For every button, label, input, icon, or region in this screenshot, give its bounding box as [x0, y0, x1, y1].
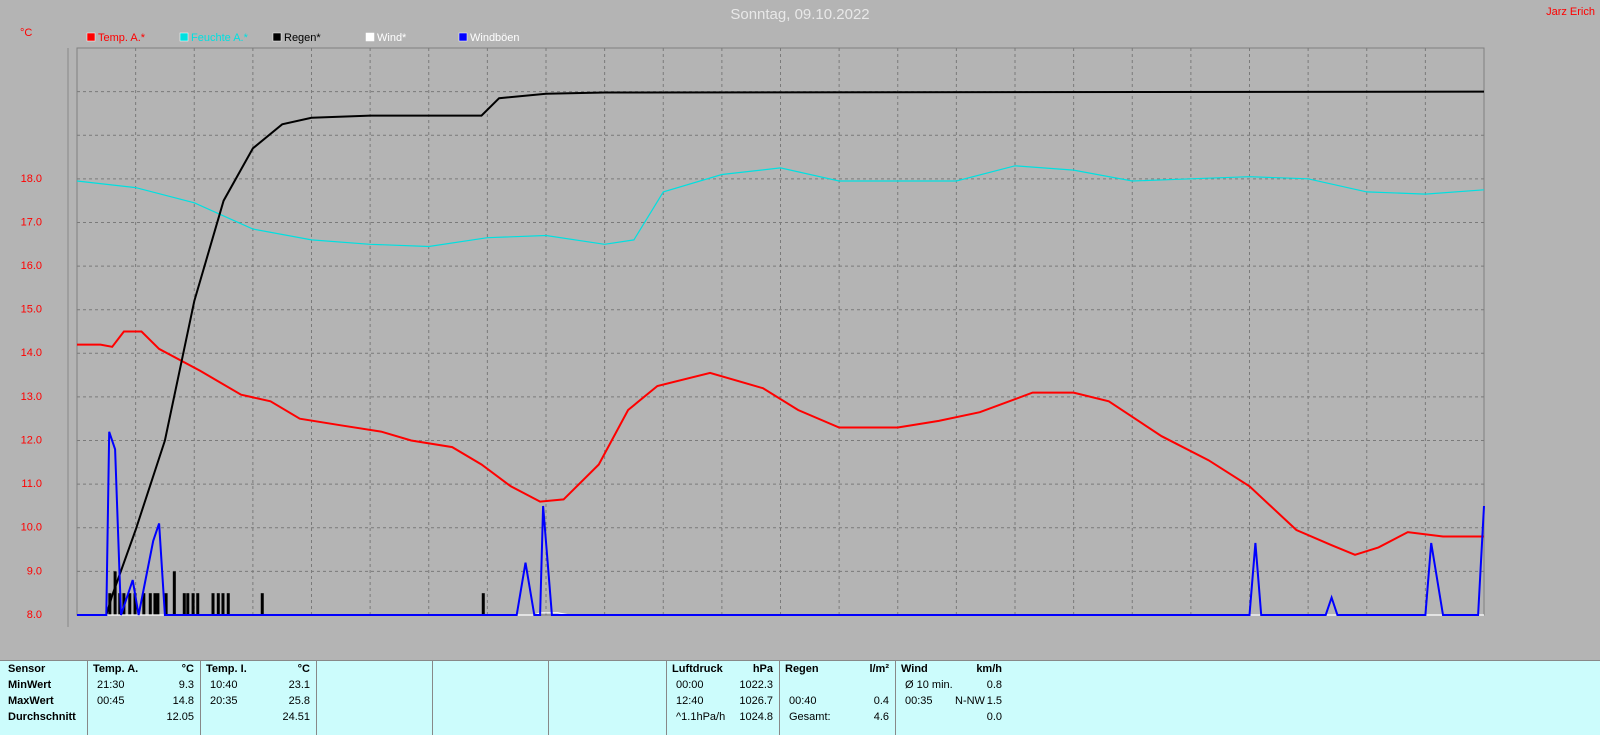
rain-bar	[164, 593, 168, 615]
group-title: Luftdruck	[672, 663, 723, 675]
y-tick-label: 17.0	[21, 216, 42, 228]
cell-value: 1026.7	[739, 695, 773, 707]
cell-time: Ø 10 min.	[905, 679, 953, 691]
group-unit: l/m²	[869, 663, 889, 675]
cell-value: 14.8	[172, 695, 194, 707]
cell-time: 21:30	[97, 679, 125, 691]
cell-value: 12.05	[166, 711, 194, 723]
y-tick-label: 13.0	[21, 391, 42, 403]
rain-bar	[153, 593, 157, 615]
divider	[779, 661, 780, 735]
cell-time: 00:40	[789, 695, 817, 707]
chart: Sonntag, 09.10.2022 Jarz Erich °C 8.0 9.0…	[20, 6, 1595, 627]
rain-bar	[211, 593, 215, 615]
y-tick-label: 16.0	[21, 260, 42, 272]
divider	[432, 661, 433, 735]
y-unit: °C	[20, 27, 32, 39]
group-unit: km/h	[976, 663, 1002, 675]
rain-bar	[196, 593, 200, 615]
y-tick-label: 12.0	[21, 434, 42, 446]
cell-value: 1.5	[986, 695, 1002, 707]
cell-value: 24.51	[282, 711, 310, 723]
rain-bar	[216, 593, 220, 615]
series-line	[76, 165, 1485, 248]
series-line	[77, 90, 1485, 616]
stats-table: Sensor MinWert MaxWert Durchschnitt Temp. A.…	[0, 660, 1600, 735]
cell-time: 10:40	[210, 679, 238, 691]
rain-bar	[172, 571, 176, 615]
author: Jarz Erich	[1546, 6, 1595, 18]
y-tick-label: 9.0	[27, 565, 42, 577]
rain-bar	[156, 593, 160, 615]
cell-time: 00:35	[905, 695, 933, 707]
divider	[895, 661, 896, 735]
legend-swatch	[365, 32, 375, 42]
rain-bar	[113, 571, 117, 615]
chart-title: Sonntag, 09.10.2022	[730, 6, 869, 23]
legend-label: Temp. A.*	[98, 32, 146, 44]
cell-value: 0.8	[986, 679, 1002, 691]
rain-bar	[148, 593, 152, 615]
rain-bar	[191, 593, 195, 615]
series-line	[77, 330, 1484, 556]
y-tick-label: 18.0	[21, 173, 42, 185]
y-tick-label: 11.0	[21, 478, 42, 490]
y-tick-label: 15.0	[21, 304, 42, 316]
y-tick-label: 10.0	[21, 522, 42, 534]
cell-direction: N-NW	[955, 695, 985, 707]
group-title: Temp. A.	[93, 663, 139, 675]
cell-time: 12:40	[676, 695, 704, 707]
legend-label: Wind*	[377, 32, 407, 44]
y-tick-label: 14.0	[21, 347, 42, 359]
y-tick-label: 8.0	[27, 609, 42, 621]
divider	[87, 661, 88, 735]
cell-value: 0.4	[873, 695, 889, 707]
series-line	[77, 431, 1485, 616]
legend-swatch	[179, 32, 189, 42]
rain-bar	[182, 593, 186, 615]
cell-value: 4.6	[873, 711, 889, 723]
row-label: Sensor	[8, 663, 46, 675]
legend-label: Windböen	[470, 32, 520, 44]
cell-time: 00:00	[676, 679, 704, 691]
rain-bar	[226, 593, 230, 615]
rain-bar	[186, 593, 190, 615]
group-title: Regen	[785, 663, 819, 675]
cell-time: 00:45	[97, 695, 125, 707]
cell-value: 1022.3	[739, 679, 773, 691]
divider	[316, 661, 317, 735]
group-title: Temp. I.	[206, 663, 247, 675]
rain-bar	[128, 593, 132, 615]
divider	[666, 661, 667, 735]
cell-time: 20:35	[210, 695, 238, 707]
row-label: MinWert	[8, 679, 52, 691]
rain-bar	[481, 593, 485, 615]
divider	[548, 661, 549, 735]
cell-value: 23.1	[288, 679, 310, 691]
group-title: Wind	[901, 663, 928, 675]
group-unit: °C	[297, 663, 310, 675]
row-label: MaxWert	[8, 695, 54, 707]
cell-value: 0.0	[986, 711, 1002, 723]
legend-swatch	[458, 32, 468, 42]
rain-bar	[221, 593, 225, 615]
rain-bar	[260, 593, 264, 615]
legend-label: Regen*	[284, 32, 321, 44]
legend-swatch	[272, 32, 282, 42]
legend-label: Feuchte A.*	[191, 32, 249, 44]
rain-bar	[133, 593, 137, 615]
cell-value: 1024.8	[739, 711, 773, 723]
group-unit: °C	[181, 663, 194, 675]
divider	[200, 661, 201, 735]
rain-bar	[142, 593, 146, 615]
cell-value: 9.3	[178, 679, 194, 691]
group-unit: hPa	[752, 663, 773, 675]
cell-time: ^1.1hPa/h	[676, 711, 726, 723]
legend-swatch	[86, 32, 96, 42]
cell-value: 25.8	[288, 695, 310, 707]
row-label: Durchschnitt	[8, 711, 76, 723]
cell-time: Gesamt:	[789, 711, 831, 723]
